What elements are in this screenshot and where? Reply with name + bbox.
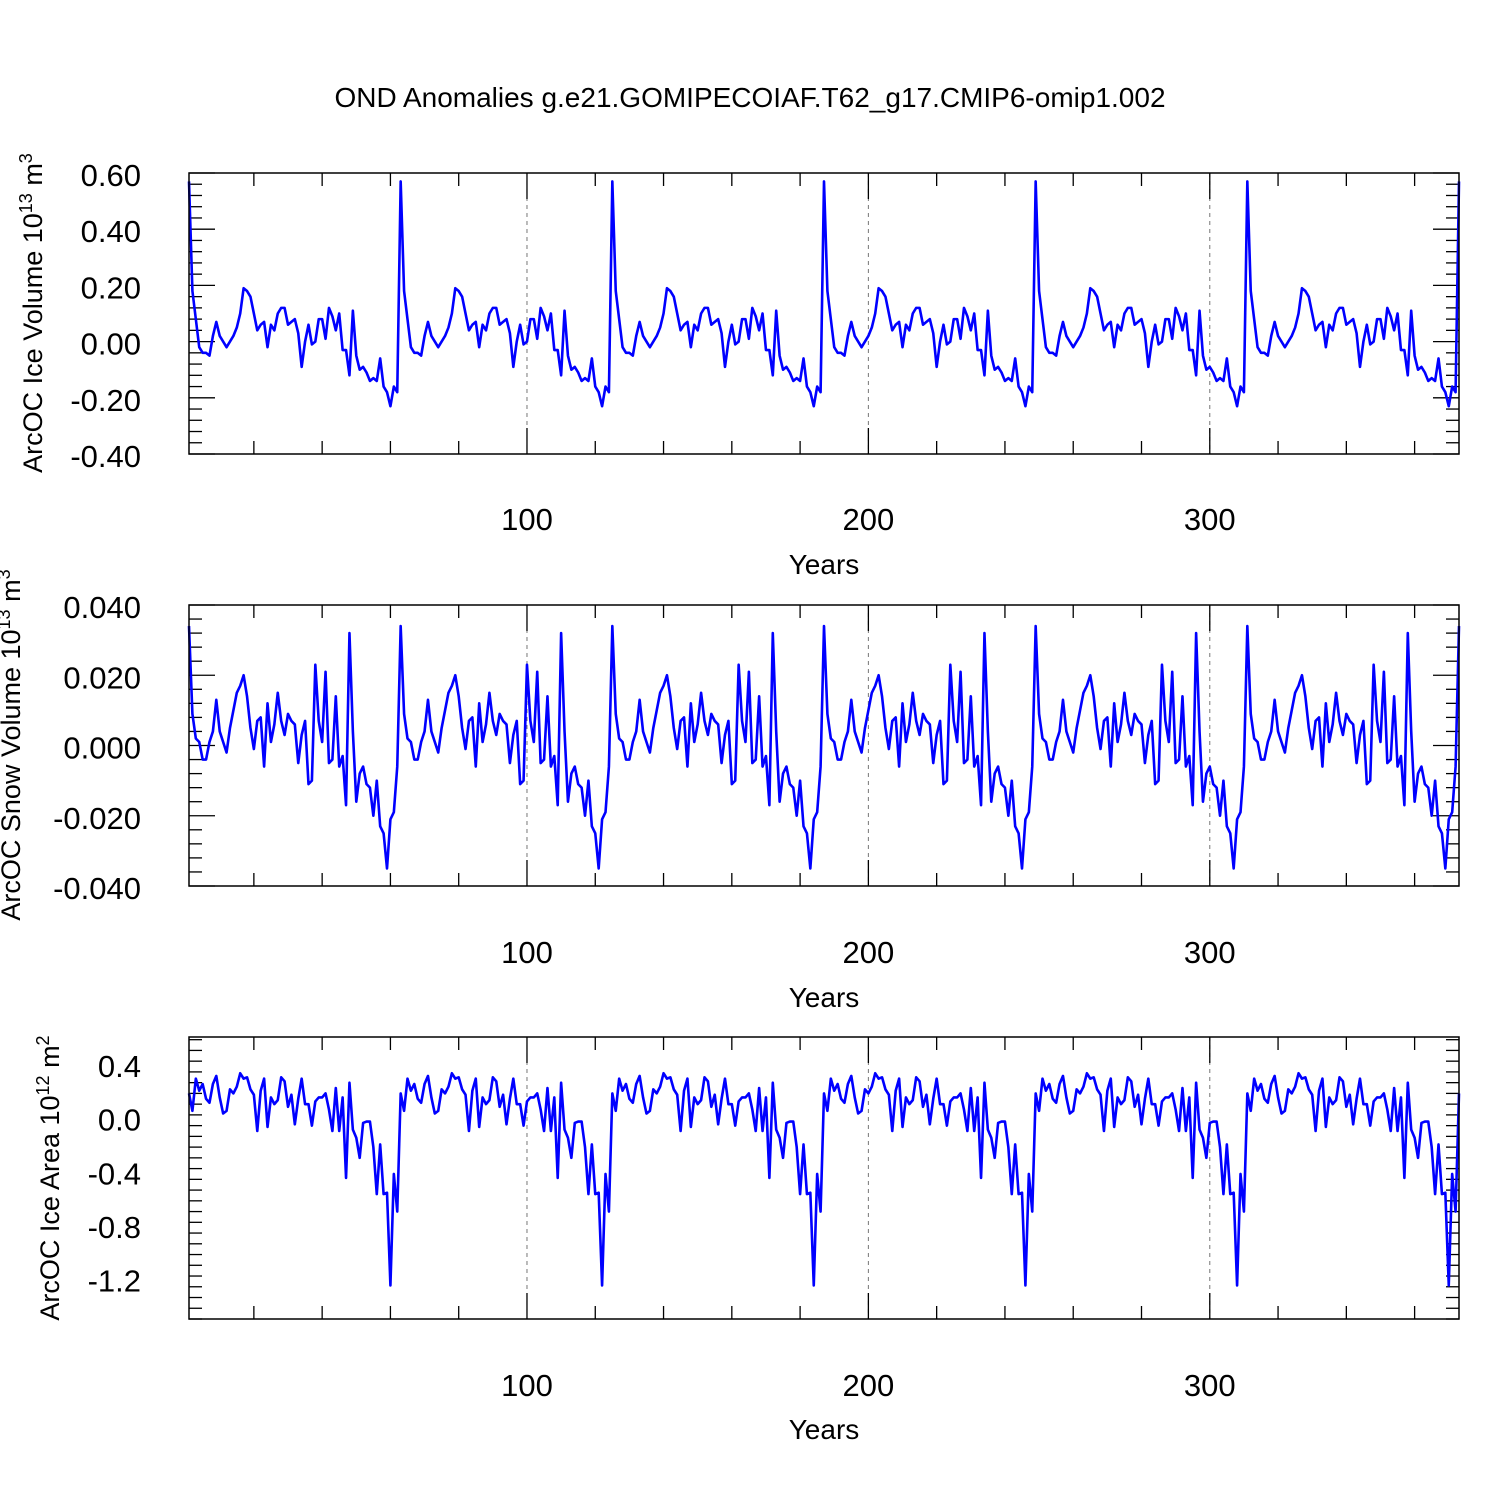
y-tick-label: 0.20 — [81, 270, 141, 305]
y-tick-label: -0.040 — [53, 871, 141, 906]
panel-3: -1.2 -0.8 -0.4 0.0 0.4 100 200 300 Years ArcOC Ic… — [33, 1035, 1461, 1445]
y-tick-label: 0.60 — [81, 158, 141, 193]
y-tick-label: -0.4 — [88, 1156, 141, 1191]
x-axis-label: Years — [789, 982, 860, 1013]
y-tick-label: -0.40 — [70, 439, 141, 474]
y-tick-label: 0.040 — [63, 590, 141, 625]
x-axis-label: Years — [789, 549, 860, 580]
y-tick-label: -0.20 — [70, 383, 141, 418]
y-tick-label: 0.4 — [98, 1049, 141, 1084]
panel-1: -0.40 -0.20 0.00 0.20 0.40 0.60 100 200 300 Years… — [16, 153, 1461, 580]
x-tick-label: 300 — [1184, 502, 1236, 537]
y-tick-label: 0.020 — [63, 660, 141, 695]
y-tick-label: -1.2 — [88, 1264, 141, 1299]
x-tick-label: 300 — [1184, 935, 1236, 970]
x-tick-label: 300 — [1184, 1368, 1236, 1403]
series-line-1 — [187, 180, 1461, 408]
panel-2: -0.040 -0.020 0.000 0.020 0.040 100 200 300 Year… — [0, 569, 1461, 1013]
x-tick-label: 200 — [843, 935, 895, 970]
plot-frame — [188, 172, 1460, 455]
x-tick-label: 100 — [501, 935, 553, 970]
y-axis-label: ArcOC Ice Area 1012 m2 — [33, 1035, 65, 1320]
plot-frame — [188, 1036, 1460, 1320]
y-tick-label: 0.000 — [63, 731, 141, 766]
y-axis-label: ArcOC Snow Volume 1013 m3 — [0, 569, 26, 920]
x-tick-label: 100 — [501, 502, 553, 537]
x-tick-label: 100 — [501, 1368, 553, 1403]
chart-title: OND Anomalies g.e21.GOMIPECOIAF.T62_g17.… — [334, 82, 1165, 113]
y-tick-label: -0.8 — [88, 1210, 141, 1245]
y-tick-label: -0.020 — [53, 801, 141, 836]
x-tick-label: 200 — [843, 1368, 895, 1403]
x-axis-label: Years — [789, 1414, 860, 1445]
y-axis-label: ArcOC Ice Volume 1013 m3 — [16, 153, 48, 473]
series-line-3 — [187, 1071, 1461, 1287]
y-tick-label: 0.00 — [81, 327, 141, 362]
y-tick-label: 0.0 — [98, 1103, 141, 1138]
series-line-2 — [187, 624, 1461, 870]
x-tick-label: 200 — [843, 502, 895, 537]
plot-frame — [188, 604, 1460, 887]
y-tick-label: 0.40 — [81, 214, 141, 249]
